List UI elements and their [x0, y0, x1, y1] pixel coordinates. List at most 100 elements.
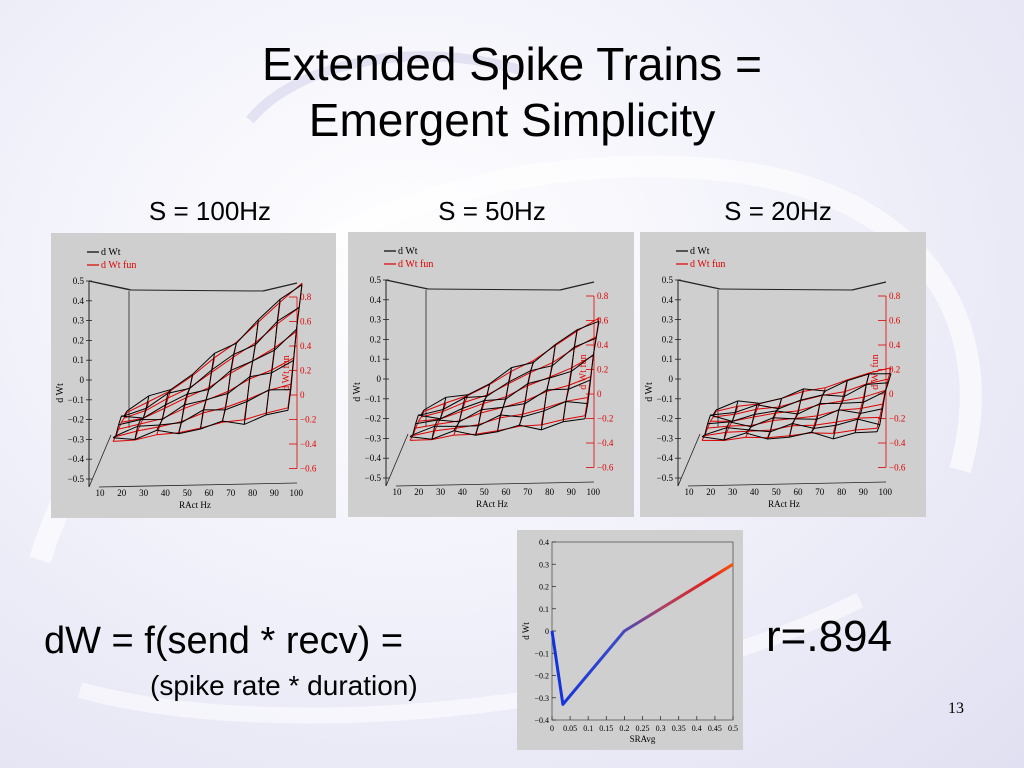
surface-mesh-black: [178, 374, 194, 434]
surface-mesh-black: [540, 344, 556, 430]
subtitle-100hz: S = 100Hz: [148, 196, 272, 226]
x-tick-label: 0.05: [563, 724, 577, 733]
right-tick-label: −0.2: [889, 414, 905, 424]
surface-mesh-black: [409, 409, 425, 438]
x-axis-label: RAct Hz: [476, 499, 508, 509]
surface-mesh-black: [126, 284, 303, 412]
right-tick-label: 0.8: [889, 291, 901, 301]
x-tick-label: 40: [750, 487, 760, 497]
left-tick-label: −0.3: [365, 433, 382, 443]
left-tick-label: 0.4: [73, 296, 85, 306]
x-tick-label: 100: [878, 487, 892, 497]
surface-mesh-black: [810, 390, 826, 433]
right-tick-label: 0.2: [597, 365, 608, 375]
right-tick-label: −0.6: [889, 463, 906, 473]
surface-mesh-red: [112, 412, 128, 442]
formula-sub: (spike rate * duration): [150, 670, 418, 701]
surface-plot-50hz: d Wt d Wt fun 0.5 0.4 0.3 0.2 0.1 0 −0.1 −0.2 −0.3…: [352, 246, 614, 509]
x-tick-label: 40: [161, 488, 171, 498]
x-tick-label: 20: [117, 488, 127, 498]
y-axis-label: d Wt: [521, 622, 531, 640]
right-tick-label: −0.4: [889, 438, 906, 448]
surface-mesh-black: [431, 397, 447, 440]
top-edge: [719, 288, 853, 291]
x-tick-label: 30: [728, 487, 738, 497]
surface-mesh-black: [789, 388, 804, 438]
x-tick-label: 30: [436, 487, 446, 497]
data-line: [550, 563, 734, 706]
x-tick-label: 50: [183, 488, 193, 498]
legend-label-red: d Wt fun: [101, 260, 136, 271]
top-edge-left: [385, 279, 429, 290]
surface-mesh-black: [287, 284, 303, 411]
depth-axis: [385, 433, 409, 487]
x-tick-label: 80: [545, 487, 555, 497]
x-tick-label: 20: [414, 487, 424, 497]
left-tick-label: 0.5: [73, 276, 85, 286]
depth-axis: [677, 433, 701, 487]
left-tick-label: −0.4: [657, 453, 674, 463]
left-tick-label: −0.2: [68, 415, 84, 425]
right-tick-label: −0.4: [597, 438, 614, 448]
x-tick-label: 0.35: [672, 724, 686, 733]
left-tick-label: −0.3: [657, 433, 674, 443]
surface-plot-100hz: d Wt d Wt fun 0.5 0.4 0.3 0.2 0.1 0 −0.1 −0.2 −0.3…: [55, 247, 317, 510]
subtitle-50hz: S = 50Hz: [438, 196, 546, 226]
surface-mesh-red: [431, 402, 447, 440]
x-tick-label: 0.15: [599, 724, 613, 733]
left-tick-label: 0.2: [370, 334, 381, 344]
x-tick-label: 70: [815, 487, 825, 497]
x-tick-label: 70: [523, 487, 533, 497]
left-tick-label: −0.2: [657, 414, 673, 424]
x-tick-label: 0.45: [708, 724, 722, 733]
right-tick-label: 0.6: [300, 317, 312, 327]
correlation-value: r=.894: [766, 612, 892, 661]
left-tick-label: 0.4: [662, 295, 674, 305]
bottom-axis: [98, 482, 298, 488]
surface-mesh-black: [723, 400, 739, 441]
right-tick-label: 0.6: [889, 316, 901, 326]
legend-label-black: d Wt: [690, 246, 710, 257]
right-tick-label: −0.2: [300, 415, 316, 425]
left-tick-label: −0.4: [68, 454, 85, 464]
y-tick-label: 0.2: [539, 583, 549, 592]
surface-mesh-black: [876, 373, 892, 432]
x-tick-label: 0.3: [656, 724, 666, 733]
x-axis-label: RAct Hz: [179, 500, 211, 510]
top-edge-right: [851, 281, 887, 291]
left-tick-label: 0: [669, 374, 674, 384]
x-tick-label: 0.25: [636, 724, 650, 733]
legend-label-red: d Wt fun: [690, 259, 725, 270]
y-tick-label: 0.4: [539, 538, 549, 547]
surface-mesh-black: [518, 362, 534, 426]
y-axis-label-left: d Wt: [55, 383, 66, 403]
left-tick-label: 0.4: [370, 295, 382, 305]
legend-label-black: d Wt: [398, 246, 418, 257]
surface-mesh-black: [134, 395, 150, 440]
subtitle-20hz: S = 20Hz: [724, 196, 832, 226]
y-axis-label-right: d Wt fun: [870, 354, 881, 389]
surface-mesh-black: [854, 373, 870, 433]
x-axis-label: RAct Hz: [768, 499, 800, 509]
y-tick-label: −0.4: [534, 716, 549, 725]
title-line-2: Emergent Simplicity: [308, 94, 716, 146]
right-tick-label: 0.4: [597, 340, 609, 350]
right-tick-label: 0.8: [597, 291, 609, 301]
left-tick-label: −0.5: [365, 473, 382, 483]
right-tick-label: −0.2: [597, 414, 613, 424]
x-tick-label: 20: [706, 487, 716, 497]
left-tick-label: 0.1: [370, 354, 381, 364]
x-tick-label: 100: [289, 488, 303, 498]
top-edge-right: [559, 281, 595, 291]
surface-mesh-red: [126, 282, 303, 413]
x-tick-label: 0.2: [619, 724, 629, 733]
x-tick-label: 90: [859, 487, 869, 497]
slide-title: Extended Spike Trains = Emergent Simplic…: [0, 36, 1024, 148]
left-tick-label: 0.3: [73, 316, 85, 326]
surface-mesh-black: [221, 343, 237, 422]
formula-main: dW = f(send * recv) =: [44, 620, 404, 662]
bottom-axis: [687, 481, 887, 487]
left-tick-label: 0: [377, 374, 382, 384]
right-tick-label: 0.8: [300, 292, 312, 302]
surface-chart-20hz: d Wt d Wt fun 0.5 0.4 0.3 0.2 0.1 0 −0.1 −0.2 −0.3…: [640, 232, 926, 517]
